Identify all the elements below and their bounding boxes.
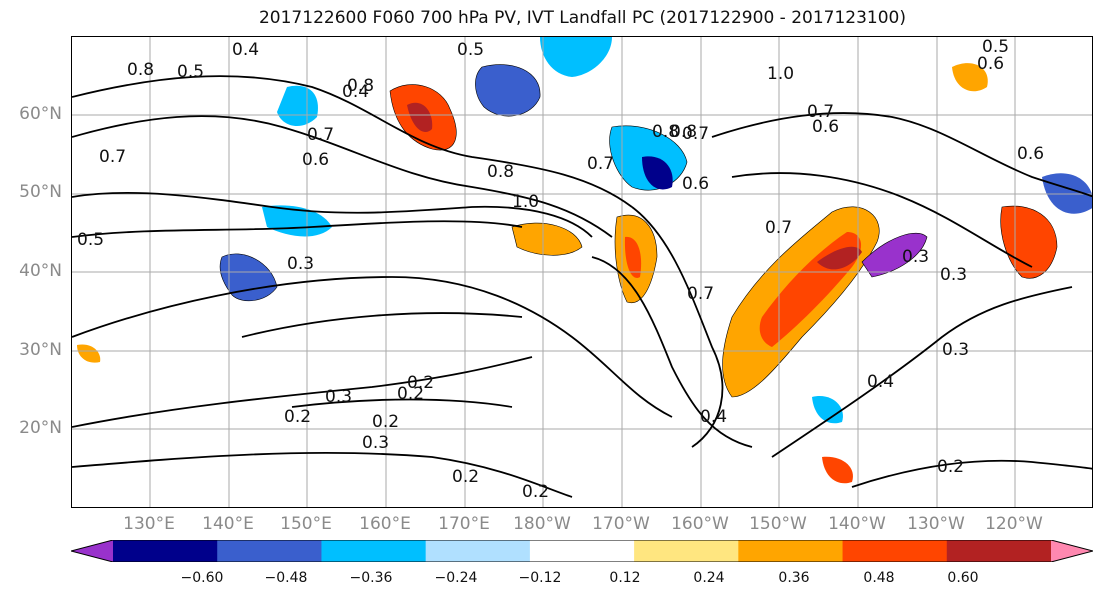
contour-label: 0.5 <box>77 230 104 250</box>
contour-label: 0.6 <box>812 117 839 137</box>
contour-label: 0.4 <box>867 372 894 392</box>
contour-label: 0.8 <box>127 60 154 80</box>
contour-label: 0.2 <box>397 384 424 404</box>
contour-label: 1.0 <box>512 192 539 212</box>
contour-label: 0.7 <box>765 218 792 238</box>
contour-label: 0.4 <box>700 407 727 427</box>
contour-label: 0.7 <box>807 102 834 122</box>
lat-label-30n: 30°N <box>19 340 62 360</box>
contour-label: 0.3 <box>940 265 967 285</box>
contour-label: 0.6 <box>302 150 329 170</box>
lon-label-140w: 140°W <box>828 514 886 534</box>
contour-label: 0.2 <box>522 482 549 502</box>
lon-label-140e: 140°E <box>202 514 254 534</box>
contour-label: 1.0 <box>767 64 794 84</box>
lon-label-160e: 160°E <box>359 514 411 534</box>
map-canvas: 0.8 0.50.4 0.51.00.50.60.40.80.70.60.70.81… <box>72 37 1092 507</box>
colorbar-label-048: 0.48 <box>863 570 895 586</box>
lon-label-180w: 180°W <box>513 514 571 534</box>
colorbar-segment <box>946 540 1052 562</box>
colorbar-segment <box>425 540 531 562</box>
contour-label: 0.7 <box>682 124 709 144</box>
colorbar-label-neg-048: −0.48 <box>264 570 308 586</box>
contour-labels: 0.8 0.50.4 0.51.00.50.60.40.80.70.60.70.81… <box>77 37 1044 502</box>
contour-label: 0.3 <box>287 254 314 274</box>
lon-label-120w: 120°W <box>985 514 1043 534</box>
contour-label: 0.8 <box>347 76 374 96</box>
contour-label: 0.5 <box>177 62 204 82</box>
lon-label-170e: 170°E <box>438 514 490 534</box>
lat-label-60n: 60°N <box>19 104 62 124</box>
contour-label: 0.4 <box>342 82 369 102</box>
lat-label-50n: 50°N <box>19 182 62 202</box>
shaded-anomalies <box>77 37 1092 484</box>
colorbar-segment <box>738 540 844 562</box>
colorbar-label-012: 0.12 <box>609 570 641 586</box>
contour-label: 0.7 <box>587 154 614 174</box>
contour-label: 0.7 <box>307 125 334 145</box>
contour-label: 0.2 <box>372 412 399 432</box>
contour-label: 0.3 <box>902 247 929 267</box>
lon-label-150e: 150°E <box>280 514 332 534</box>
colorbar-segment <box>71 540 113 562</box>
contour-label: 0.2 <box>407 373 434 393</box>
lon-label-130e: 130°E <box>123 514 175 534</box>
colorbar-segment <box>217 540 322 562</box>
colorbar-segment <box>529 540 635 562</box>
contour-label: 0.3 <box>942 340 969 360</box>
contour-label: 0.5 <box>457 40 484 60</box>
colorbar-label-060: 0.60 <box>947 570 979 586</box>
contour-label: 0.3 <box>362 433 389 453</box>
colorbar-label-neg-024: −0.24 <box>434 570 478 586</box>
pv-contours <box>72 75 1092 498</box>
lon-label-170w: 170°W <box>592 514 650 534</box>
colorbar-label-neg-036: −0.36 <box>349 570 393 586</box>
lon-label-150w: 150°W <box>749 514 807 534</box>
contour-label: 0.5 <box>982 37 1009 57</box>
map-panel: 0.8 0.5 0.4 0.5 1.0 0.5 0.6 0.4 0.8 0.7 0.6 0.7 0.8 1… <box>71 36 1093 508</box>
colorbar-segment <box>842 540 948 562</box>
lon-label-160w: 160°W <box>671 514 729 534</box>
lat-label-20n: 20°N <box>19 418 62 438</box>
colorbar-segment <box>321 540 427 562</box>
contour-label: 0.2 <box>937 457 964 477</box>
contour-label: 0.4 <box>232 40 259 60</box>
colorbar-label-neg-060: −0.60 <box>180 570 224 586</box>
contour-label: 0.7 <box>687 284 714 304</box>
colorbar-segment <box>1051 540 1093 562</box>
lon-label-130w: 130°W <box>907 514 965 534</box>
contour-label: 0.8 <box>670 122 697 142</box>
colorbar-label-neg-012: −0.12 <box>518 570 562 586</box>
colorbar-segments <box>71 540 1093 562</box>
contour-label: 0.2 <box>452 467 479 487</box>
contour-label: 0.8 <box>652 122 679 142</box>
contour-label: 0.6 <box>977 54 1004 74</box>
colorbar-label-036: 0.36 <box>778 570 810 586</box>
colorbar-segment <box>634 540 739 562</box>
contour-label: 0.3 <box>325 387 352 407</box>
contour-label: 0.7 <box>99 147 126 167</box>
contour-label: 0.6 <box>682 174 709 194</box>
lat-label-40n: 40°N <box>19 261 62 281</box>
contour-label: 0.8 <box>487 162 514 182</box>
contour-label: 0.2 <box>284 407 311 427</box>
colorbar-segment <box>113 540 218 562</box>
colorbar-label-024: 0.24 <box>693 570 725 586</box>
colorbar <box>71 540 1093 562</box>
contour-label: 0.6 <box>1017 144 1044 164</box>
page-title: 2017122600 F060 700 hPa PV, IVT Landfall… <box>258 8 906 28</box>
